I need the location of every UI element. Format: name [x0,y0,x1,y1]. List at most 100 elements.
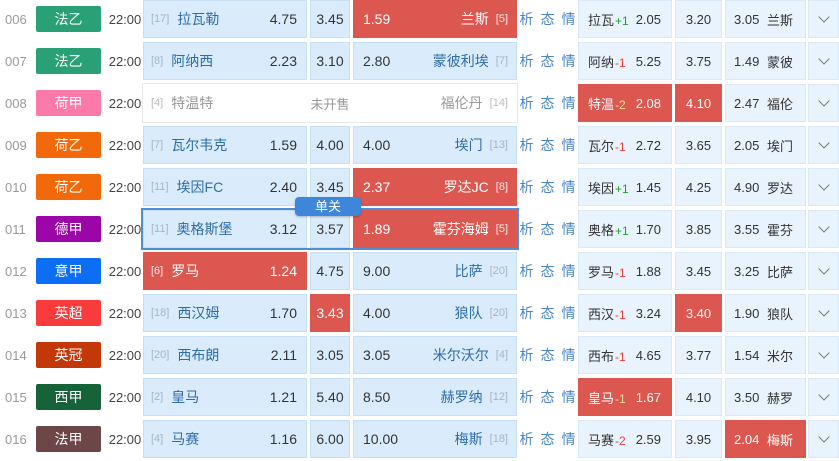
away-team-name[interactable]: 蒙彼利埃 [432,53,489,69]
away-win-odds-cell[interactable]: 1.89 霍芬海姆 [5] [353,210,517,248]
draw-odds-cell[interactable]: 6.00 [310,420,350,458]
handicap-home-cell[interactable]: 特温-2 2.08 [578,84,672,122]
intel-link[interactable]: 情 [561,221,576,237]
away-win-odds-cell[interactable]: 福伦丹 [14] [353,84,517,122]
handicap-away-cell[interactable]: 2.47 福伦 [725,84,806,122]
intel-link[interactable]: 情 [561,347,576,363]
home-win-odds-cell[interactable]: [4] 特温特 [143,84,307,122]
home-team-name[interactable]: 奥格斯堡 [176,221,233,237]
intel-link[interactable]: 情 [561,179,576,195]
handicap-home-cell[interactable]: 西布-1 4.65 [578,336,672,374]
handicap-draw-cell[interactable]: 3.75 [675,42,722,80]
trend-link[interactable]: 态 [540,11,555,27]
away-win-odds-cell[interactable]: 8.50 赫罗纳 [12] [353,378,517,416]
trend-link[interactable]: 态 [540,431,555,447]
away-team-name[interactable]: 福伦丹 [440,95,483,111]
handicap-home-cell[interactable]: 罗马-1 1.88 [578,252,672,290]
home-team-name[interactable]: 皇马 [171,389,200,405]
intel-link[interactable]: 情 [561,305,576,321]
handicap-draw-cell[interactable]: 3.20 [675,0,722,38]
draw-odds-cell[interactable]: 3.43 [310,294,350,332]
home-win-odds-cell[interactable]: [2] 皇马 1.21 [143,378,307,416]
draw-odds-cell[interactable]: 3.10 [310,42,350,80]
handicap-draw-cell[interactable]: 4.25 [675,168,722,206]
handicap-draw-cell[interactable]: 3.77 [675,336,722,374]
draw-odds-cell[interactable]: 3.05 [310,336,350,374]
analysis-link[interactable]: 析 [519,53,534,69]
home-win-odds-cell[interactable]: [20] 西布朗 2.11 [143,336,307,374]
draw-odds-cell[interactable]: 5.40 [310,378,350,416]
away-win-odds-cell[interactable]: 10.00 梅斯 [18] [353,420,517,458]
intel-link[interactable]: 情 [561,431,576,447]
home-team-name[interactable]: 罗马 [171,263,200,279]
home-team-name[interactable]: 埃因FC [176,179,224,195]
handicap-draw-cell[interactable]: 3.45 [675,252,722,290]
analysis-link[interactable]: 析 [519,263,534,279]
away-win-odds-cell[interactable]: 1.59 兰斯 [5] [353,0,517,38]
home-team-name[interactable]: 特温特 [171,95,214,111]
away-team-name[interactable]: 米尔沃尔 [432,347,489,363]
home-win-odds-cell[interactable]: [17] 拉瓦勒 4.75 [143,0,307,38]
away-win-odds-cell[interactable]: 9.00 比萨 [20] [353,252,517,290]
handicap-away-cell[interactable]: 2.04 梅斯 [725,420,806,458]
analysis-link[interactable]: 析 [519,95,534,111]
analysis-link[interactable]: 析 [519,137,534,153]
away-win-odds-cell[interactable]: 2.37 罗达JC [8] [353,168,517,206]
expand-button[interactable] [808,336,839,374]
draw-odds-cell[interactable]: 4.00 [310,126,350,164]
draw-odds-cell[interactable]: 4.75 [310,252,350,290]
intel-link[interactable]: 情 [561,389,576,405]
intel-link[interactable]: 情 [561,11,576,27]
home-team-name[interactable]: 阿纳西 [171,53,214,69]
away-team-name[interactable]: 兰斯 [460,11,489,27]
handicap-away-cell[interactable]: 3.55 霍芬 [725,210,806,248]
trend-link[interactable]: 态 [540,347,555,363]
home-win-odds-cell[interactable]: [18] 西汉姆 1.70 [143,294,307,332]
handicap-home-cell[interactable]: 瓦尔-1 2.72 [578,126,672,164]
analysis-link[interactable]: 析 [519,347,534,363]
trend-link[interactable]: 态 [540,137,555,153]
home-team-name[interactable]: 西汉姆 [177,305,220,321]
expand-button[interactable] [808,168,839,206]
handicap-home-cell[interactable]: 阿纳-1 5.25 [578,42,672,80]
trend-link[interactable]: 态 [540,53,555,69]
trend-link[interactable]: 态 [540,389,555,405]
home-win-odds-cell[interactable]: [11] 奥格斯堡 3.12 [143,210,307,248]
analysis-link[interactable]: 析 [519,179,534,195]
handicap-away-cell[interactable]: 1.90 狼队 [725,294,806,332]
away-win-odds-cell[interactable]: 4.00 埃门 [13] [353,126,517,164]
away-team-name[interactable]: 埃门 [454,137,483,153]
trend-link[interactable]: 态 [540,263,555,279]
home-team-name[interactable]: 瓦尔韦克 [171,137,228,153]
analysis-link[interactable]: 析 [519,389,534,405]
draw-odds-cell[interactable]: 3.45 [310,0,350,38]
analysis-link[interactable]: 析 [519,221,534,237]
handicap-home-cell[interactable]: 皇马-1 1.67 [578,378,672,416]
handicap-home-cell[interactable]: 奥格+1 1.70 [578,210,672,248]
handicap-away-cell[interactable]: 1.49 蒙彼 [725,42,806,80]
trend-link[interactable]: 态 [540,95,555,111]
handicap-draw-cell[interactable]: 3.85 [675,210,722,248]
away-win-odds-cell[interactable]: 3.05 米尔沃尔 [4] [353,336,517,374]
home-win-odds-cell[interactable]: [8] 阿纳西 2.23 [143,42,307,80]
handicap-away-cell[interactable]: 3.50 赫罗 [725,378,806,416]
intel-link[interactable]: 情 [561,95,576,111]
handicap-away-cell[interactable]: 2.05 埃门 [725,126,806,164]
handicap-away-cell[interactable]: 1.54 米尔 [725,336,806,374]
away-team-name[interactable]: 霍芬海姆 [432,221,489,237]
handicap-away-cell[interactable]: 4.90 罗达 [725,168,806,206]
home-team-name[interactable]: 西布朗 [177,347,220,363]
analysis-link[interactable]: 析 [519,305,534,321]
expand-button[interactable] [808,420,839,458]
handicap-home-cell[interactable]: 拉瓦+1 2.05 [578,0,672,38]
expand-button[interactable] [808,84,839,122]
expand-button[interactable] [808,378,839,416]
handicap-home-cell[interactable]: 马赛-2 2.59 [578,420,672,458]
home-team-name[interactable]: 马赛 [171,431,200,447]
handicap-draw-cell[interactable]: 4.10 [675,378,722,416]
away-team-name[interactable]: 梅斯 [454,431,483,447]
handicap-home-cell[interactable]: 埃因+1 1.45 [578,168,672,206]
intel-link[interactable]: 情 [561,137,576,153]
analysis-link[interactable]: 析 [519,431,534,447]
draw-odds-cell[interactable]: 未开售 [310,84,350,122]
